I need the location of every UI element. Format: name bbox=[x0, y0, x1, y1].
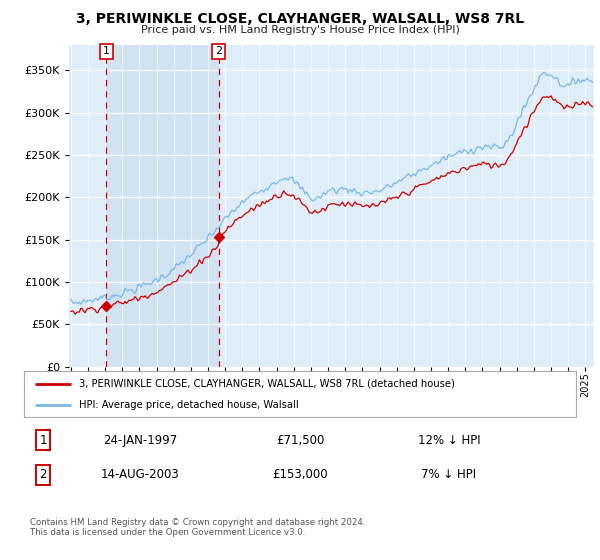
Text: 12% ↓ HPI: 12% ↓ HPI bbox=[418, 433, 481, 447]
Text: £153,000: £153,000 bbox=[272, 469, 328, 482]
Text: 2: 2 bbox=[40, 469, 47, 482]
Text: Price paid vs. HM Land Registry's House Price Index (HPI): Price paid vs. HM Land Registry's House … bbox=[140, 25, 460, 35]
Text: HPI: Average price, detached house, Walsall: HPI: Average price, detached house, Wals… bbox=[79, 400, 299, 410]
Bar bbox=[106, 45, 218, 367]
Text: 2: 2 bbox=[215, 46, 222, 57]
Text: 14-AUG-2003: 14-AUG-2003 bbox=[101, 469, 179, 482]
Text: 1: 1 bbox=[40, 433, 47, 447]
Text: Contains HM Land Registry data © Crown copyright and database right 2024.
This d: Contains HM Land Registry data © Crown c… bbox=[30, 518, 365, 538]
Text: 7% ↓ HPI: 7% ↓ HPI bbox=[421, 469, 476, 482]
Text: 1: 1 bbox=[103, 46, 110, 57]
Text: 3, PERIWINKLE CLOSE, CLAYHANGER, WALSALL, WS8 7RL: 3, PERIWINKLE CLOSE, CLAYHANGER, WALSALL… bbox=[76, 12, 524, 26]
Text: 3, PERIWINKLE CLOSE, CLAYHANGER, WALSALL, WS8 7RL (detached house): 3, PERIWINKLE CLOSE, CLAYHANGER, WALSALL… bbox=[79, 379, 455, 389]
Text: £71,500: £71,500 bbox=[276, 433, 324, 447]
Text: 24-JAN-1997: 24-JAN-1997 bbox=[103, 433, 177, 447]
